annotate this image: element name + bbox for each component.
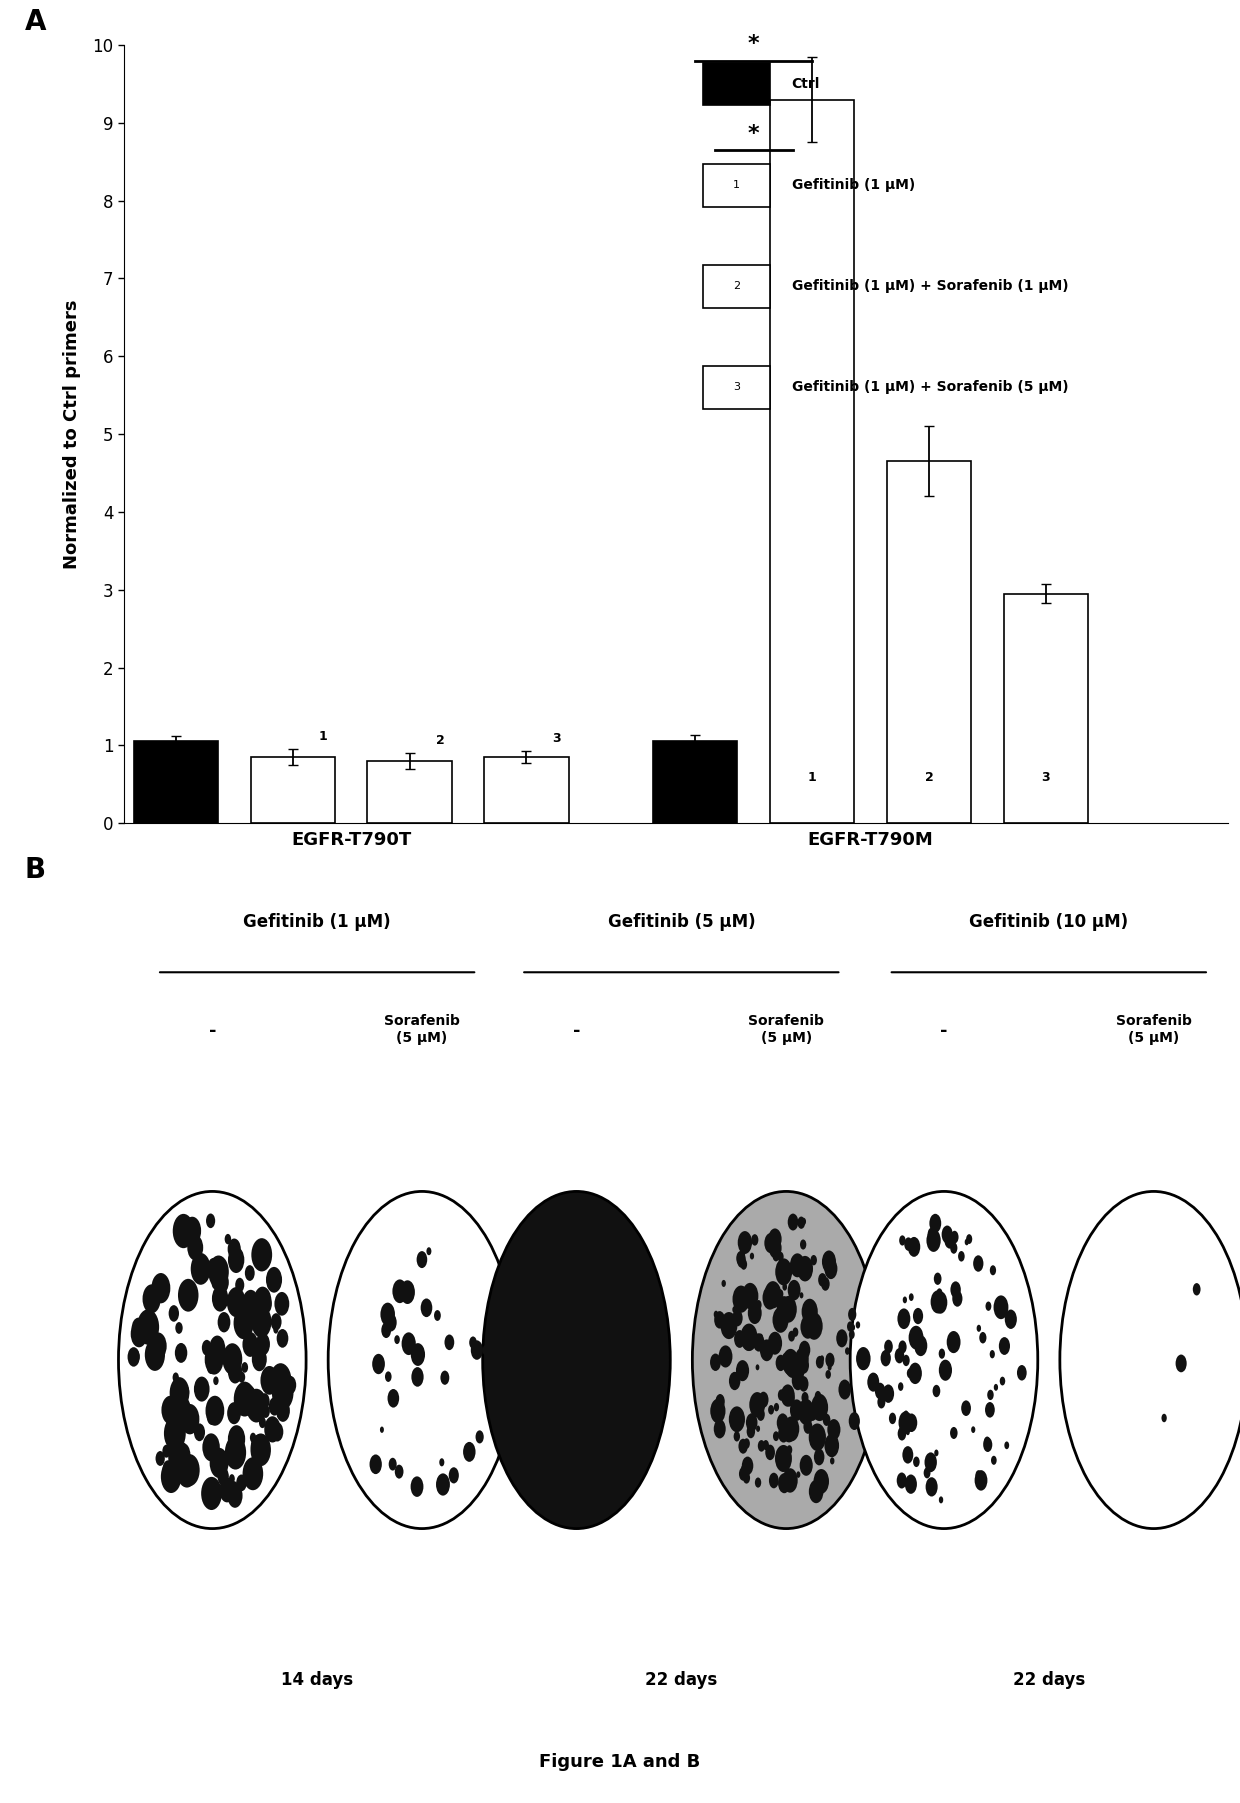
Text: 2: 2: [925, 772, 934, 784]
Y-axis label: Normalized to Ctrl primers: Normalized to Ctrl primers: [63, 299, 82, 570]
Text: 22 days: 22 days: [1013, 1671, 1085, 1689]
Text: -: -: [940, 1022, 947, 1040]
Text: 3: 3: [1042, 772, 1050, 784]
Text: 3: 3: [553, 732, 560, 745]
Text: *: *: [748, 34, 760, 54]
Bar: [1003, 593, 1087, 824]
Text: A: A: [25, 7, 46, 36]
Bar: [887, 462, 971, 824]
Text: 1: 1: [807, 772, 816, 784]
FancyBboxPatch shape: [703, 366, 770, 409]
Bar: [250, 757, 335, 824]
Text: Gefitinib (5 μM): Gefitinib (5 μM): [608, 914, 755, 932]
Bar: [134, 741, 218, 824]
Text: 3: 3: [733, 382, 740, 393]
FancyBboxPatch shape: [703, 265, 770, 308]
Text: Gefitinib (1 μM): Gefitinib (1 μM): [243, 914, 391, 932]
Text: 14 days: 14 days: [281, 1671, 353, 1689]
Bar: [485, 757, 569, 824]
Text: 1: 1: [733, 180, 740, 189]
Text: Gefitinib (1 μM) + Sorafenib (5 μM): Gefitinib (1 μM) + Sorafenib (5 μM): [791, 380, 1069, 395]
Text: *: *: [748, 124, 760, 144]
Text: -: -: [208, 1022, 216, 1040]
FancyBboxPatch shape: [703, 164, 770, 207]
Text: Figure 1A and B: Figure 1A and B: [539, 1753, 701, 1771]
Text: Ctrl: Ctrl: [791, 78, 820, 90]
Text: Sorafenib
(5 μM): Sorafenib (5 μM): [1116, 1015, 1192, 1044]
Text: 2: 2: [733, 281, 740, 292]
Text: 2: 2: [435, 734, 444, 746]
Text: Sorafenib
(5 μM): Sorafenib (5 μM): [748, 1015, 825, 1044]
Text: 1: 1: [319, 730, 327, 743]
Text: -: -: [573, 1022, 580, 1040]
Text: Gefitinib (1 μM): Gefitinib (1 μM): [791, 178, 915, 193]
Text: 22 days: 22 days: [645, 1671, 718, 1689]
Text: Sorafenib
(5 μM): Sorafenib (5 μM): [384, 1015, 460, 1044]
Text: B: B: [25, 856, 46, 883]
Bar: [653, 741, 738, 824]
Text: Gefitinib (10 μM): Gefitinib (10 μM): [970, 914, 1128, 932]
Text: Gefitinib (1 μM) + Sorafenib (1 μM): Gefitinib (1 μM) + Sorafenib (1 μM): [791, 279, 1069, 294]
Bar: [367, 761, 451, 824]
Bar: [770, 99, 854, 824]
FancyBboxPatch shape: [703, 63, 770, 105]
